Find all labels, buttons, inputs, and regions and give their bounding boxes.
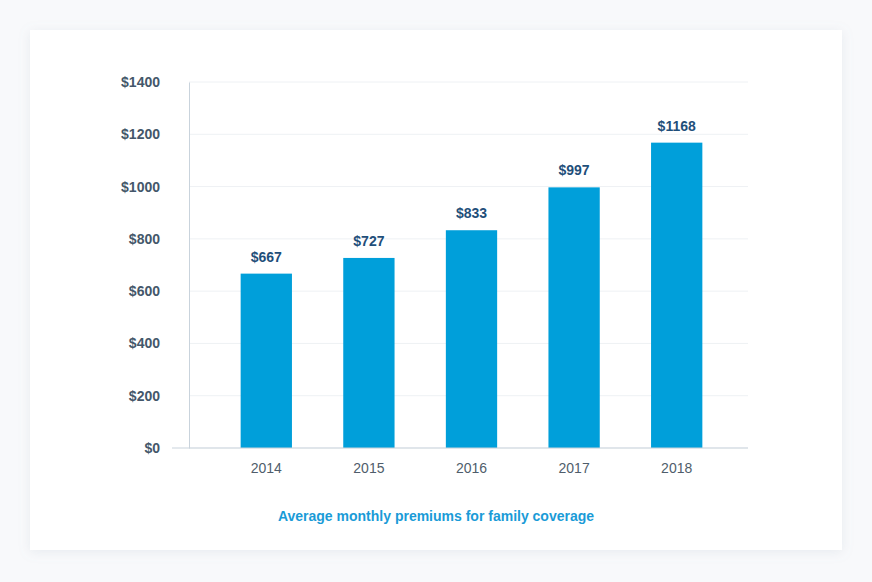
bar bbox=[343, 258, 394, 448]
data-label: $727 bbox=[353, 233, 384, 249]
y-tick: $200 bbox=[129, 388, 189, 404]
x-tick-label: 2015 bbox=[353, 460, 384, 476]
data-label: $667 bbox=[251, 249, 282, 265]
bar bbox=[548, 187, 599, 448]
y-tick-label: $200 bbox=[129, 388, 160, 404]
data-label: $1168 bbox=[658, 118, 696, 134]
grid-line bbox=[189, 134, 748, 135]
bar bbox=[241, 274, 292, 448]
x-tick-label: 2014 bbox=[251, 460, 282, 476]
x-tick: 2018 bbox=[661, 460, 692, 476]
y-tick: $800 bbox=[129, 231, 189, 247]
x-tick: 2016 bbox=[456, 460, 487, 476]
y-tick-label: $0 bbox=[144, 440, 160, 456]
grid-line bbox=[189, 82, 748, 83]
data-label: $997 bbox=[559, 162, 590, 178]
y-tick: $1000 bbox=[121, 179, 189, 195]
y-tick: $1400 bbox=[121, 74, 189, 90]
x-tick: 2015 bbox=[353, 460, 384, 476]
y-tick: $400 bbox=[129, 335, 189, 351]
chart-svg: $0$200$400$600$800$1000$1200$14002014201… bbox=[0, 0, 872, 582]
y-axis-line bbox=[189, 83, 190, 449]
y-tick-label: $1000 bbox=[121, 179, 160, 195]
chart-title: Average monthly premiums for family cove… bbox=[278, 508, 594, 524]
y-tick-label: $800 bbox=[129, 231, 160, 247]
y-tick-label: $600 bbox=[129, 283, 160, 299]
y-tick: $1200 bbox=[121, 126, 189, 142]
y-tick: $600 bbox=[129, 283, 189, 299]
card bbox=[30, 30, 842, 550]
bar bbox=[446, 230, 497, 448]
grid bbox=[189, 82, 748, 448]
data-label: $833 bbox=[456, 205, 487, 221]
x-axis: 2014 2015 2016 2017 2018 bbox=[251, 460, 693, 476]
y-tick-label: $1200 bbox=[121, 126, 160, 142]
x-tick: 2017 bbox=[559, 460, 590, 476]
x-tick-label: 2018 bbox=[661, 460, 692, 476]
baseline bbox=[172, 448, 748, 449]
y-axis: $0 $200 $400 $600 $800 $1000 $1200 $1400 bbox=[121, 74, 189, 456]
x-tick: 2014 bbox=[251, 460, 282, 476]
bars bbox=[241, 143, 703, 448]
x-tick-label: 2017 bbox=[559, 460, 590, 476]
y-tick: $0 bbox=[144, 440, 189, 456]
data-labels: $667 $727 $833 $997 $1168 bbox=[251, 118, 696, 265]
y-tick-label: $1400 bbox=[121, 74, 160, 90]
bar bbox=[651, 143, 702, 448]
x-tick-label: 2016 bbox=[456, 460, 487, 476]
y-tick-label: $400 bbox=[129, 335, 160, 351]
